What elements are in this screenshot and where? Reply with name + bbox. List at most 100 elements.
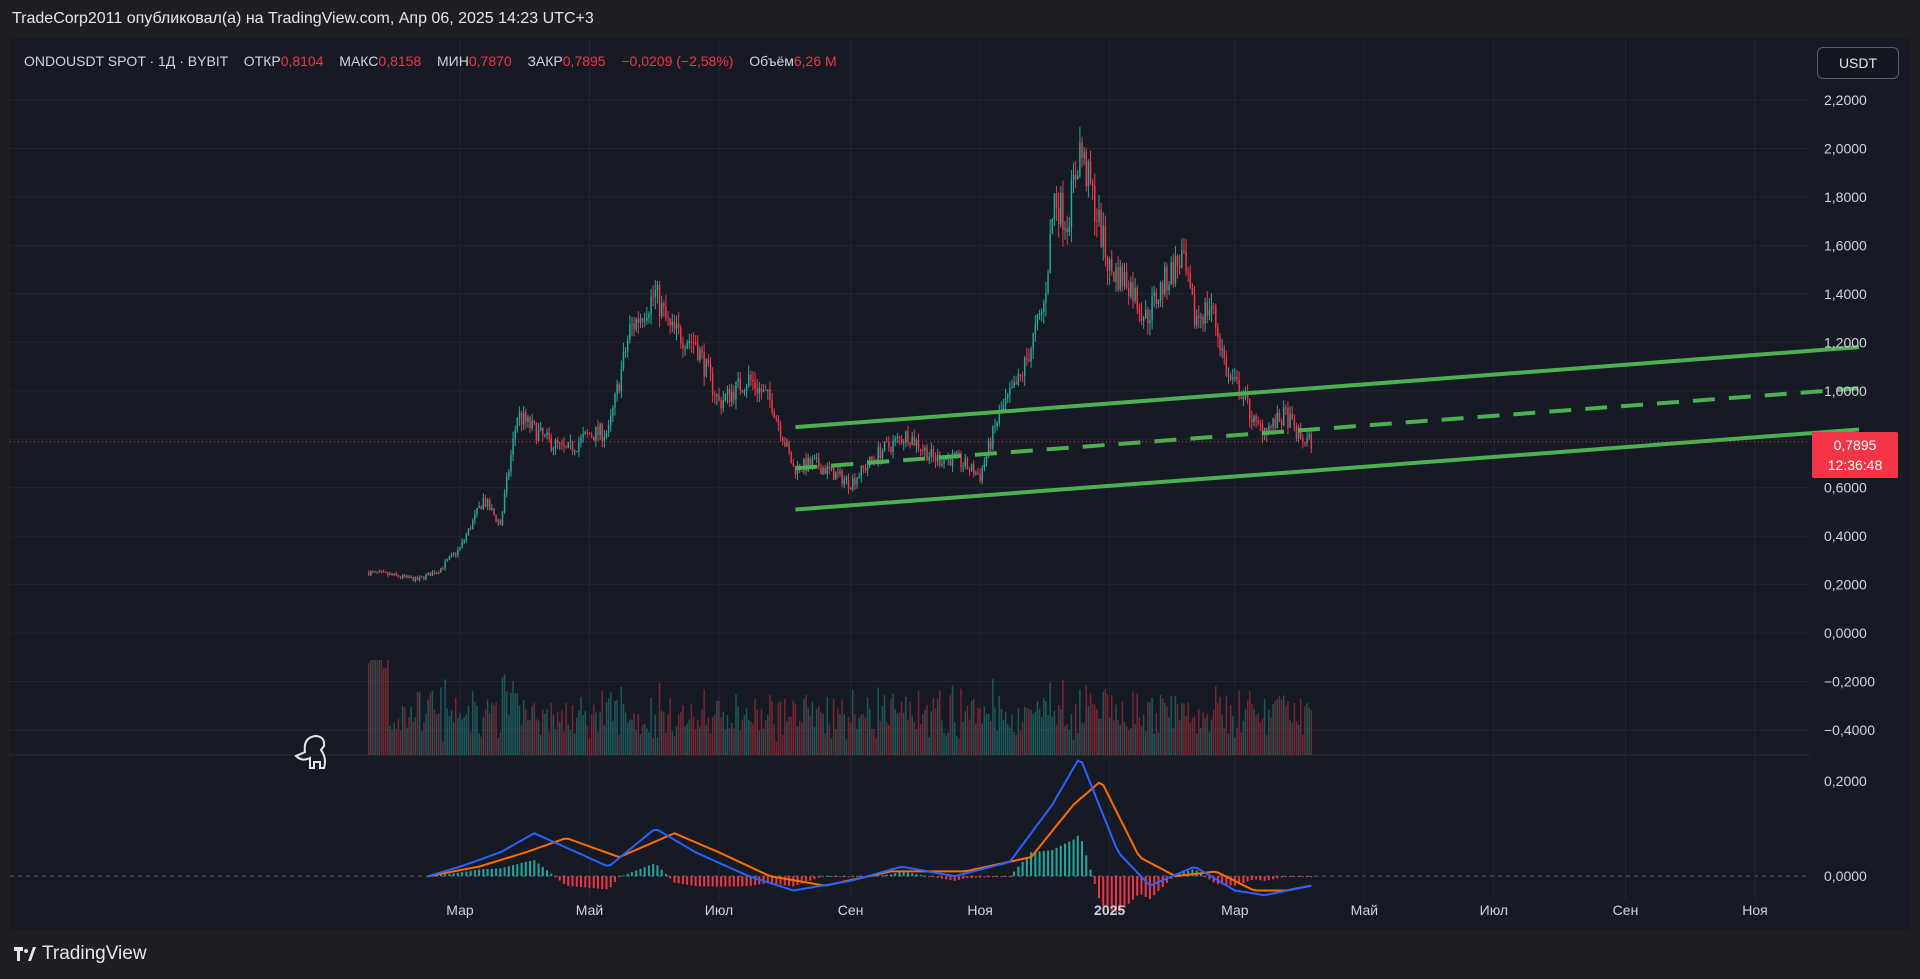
candle-body — [949, 457, 952, 466]
volume-bar — [924, 709, 926, 755]
volume-bar — [516, 693, 519, 755]
volume-bar — [1219, 696, 1221, 755]
legend-low-value: 0,7870 — [468, 53, 512, 69]
volume-bar — [1106, 694, 1109, 755]
macd-histogram-bar — [1004, 876, 1007, 878]
macd-histogram-bar — [881, 874, 884, 877]
volume-bar — [675, 726, 678, 755]
candle-body — [620, 369, 623, 392]
volume-bar — [389, 726, 391, 755]
candle-body — [1291, 413, 1293, 419]
candle-body — [616, 384, 618, 394]
candle-body — [539, 427, 542, 431]
macd-histogram-bar — [1081, 841, 1084, 877]
volume-bar — [1181, 703, 1183, 755]
candle-body — [962, 466, 964, 468]
macd-histogram-bar — [609, 876, 612, 888]
candle-body — [788, 442, 790, 453]
macd-histogram-bar — [1221, 876, 1224, 885]
candle-body — [1304, 442, 1306, 444]
macd-histogram-bar — [817, 876, 820, 878]
volume-bar — [1100, 718, 1102, 755]
volume-bar — [652, 737, 654, 755]
tradingview-logo[interactable]: TradingView — [14, 943, 147, 965]
volume-bar — [1195, 733, 1198, 755]
volume-bar — [786, 720, 788, 755]
volume-bar — [616, 699, 618, 755]
volume-bar — [429, 693, 432, 755]
volume-bar — [414, 717, 417, 755]
tradingview-brand-text: TradingView — [42, 943, 147, 964]
volume-bar — [769, 694, 771, 755]
candle-body — [1170, 262, 1172, 285]
candle-body — [730, 391, 733, 403]
volume-bar — [448, 716, 451, 755]
candle-body — [1006, 394, 1009, 398]
macd-histogram-bar — [1229, 876, 1232, 886]
candle-body — [1183, 250, 1185, 252]
volume-bar — [425, 713, 427, 755]
macd-histogram-bar — [720, 876, 723, 887]
candle-body — [750, 374, 752, 380]
volume-bar — [401, 705, 404, 755]
candle-body — [384, 572, 387, 574]
candle-body — [552, 448, 555, 451]
currency-button[interactable]: USDT — [1817, 47, 1899, 79]
chart-frame[interactable] — [10, 38, 1910, 930]
candle-body — [998, 410, 1000, 424]
candle-body — [692, 342, 695, 344]
candle-body — [1210, 305, 1213, 311]
candle-body — [497, 520, 499, 522]
candle-body — [905, 431, 907, 442]
candle-body — [1026, 357, 1028, 359]
candle-body — [488, 500, 491, 511]
candle-body — [856, 478, 858, 485]
candle-body — [1229, 375, 1232, 380]
macd-histogram-bar — [1123, 876, 1126, 908]
volume-bar — [813, 727, 816, 755]
candle-body — [565, 446, 567, 448]
candle-body — [571, 440, 574, 452]
volume-bar — [866, 697, 869, 755]
volume-bar — [618, 734, 620, 755]
candle-body — [690, 341, 693, 343]
macd-histogram-bar — [1297, 876, 1300, 878]
volume-bar — [798, 720, 801, 755]
volume-bar — [584, 711, 586, 755]
volume-bar — [960, 688, 962, 755]
volume-bar — [1081, 722, 1083, 755]
volume-bar — [697, 719, 699, 755]
candle-body — [718, 394, 720, 401]
volume-bar — [1000, 709, 1003, 755]
volume-bar — [1091, 703, 1094, 755]
macd-histogram-bar — [546, 870, 549, 877]
volume-bar — [1009, 727, 1011, 755]
volume-bar — [433, 709, 436, 755]
volume-bar — [665, 732, 667, 755]
candle-body — [1138, 308, 1141, 314]
volume-bar — [471, 691, 474, 755]
candle-body — [499, 520, 502, 525]
candle-body — [582, 434, 584, 438]
volume-bar — [953, 722, 956, 755]
candle-body — [777, 418, 780, 425]
candle-body — [452, 553, 455, 555]
volume-bar — [1006, 724, 1009, 755]
volume-bar — [777, 702, 780, 755]
candle-body — [1151, 295, 1153, 321]
candle-body — [936, 454, 939, 462]
volume-bar — [703, 689, 705, 755]
candle-body — [429, 572, 432, 576]
volume-bar — [372, 660, 374, 755]
candle-body — [1038, 313, 1041, 316]
volume-bar — [370, 660, 372, 755]
macd-histogram-bar — [1212, 876, 1215, 883]
volume-bar — [1295, 721, 1298, 755]
macd-histogram-bar — [843, 876, 846, 878]
candle-body — [601, 424, 603, 442]
candle-body — [438, 572, 440, 574]
volume-bar — [964, 711, 967, 755]
macd-histogram-bar — [830, 875, 833, 877]
candle-body — [639, 318, 642, 323]
